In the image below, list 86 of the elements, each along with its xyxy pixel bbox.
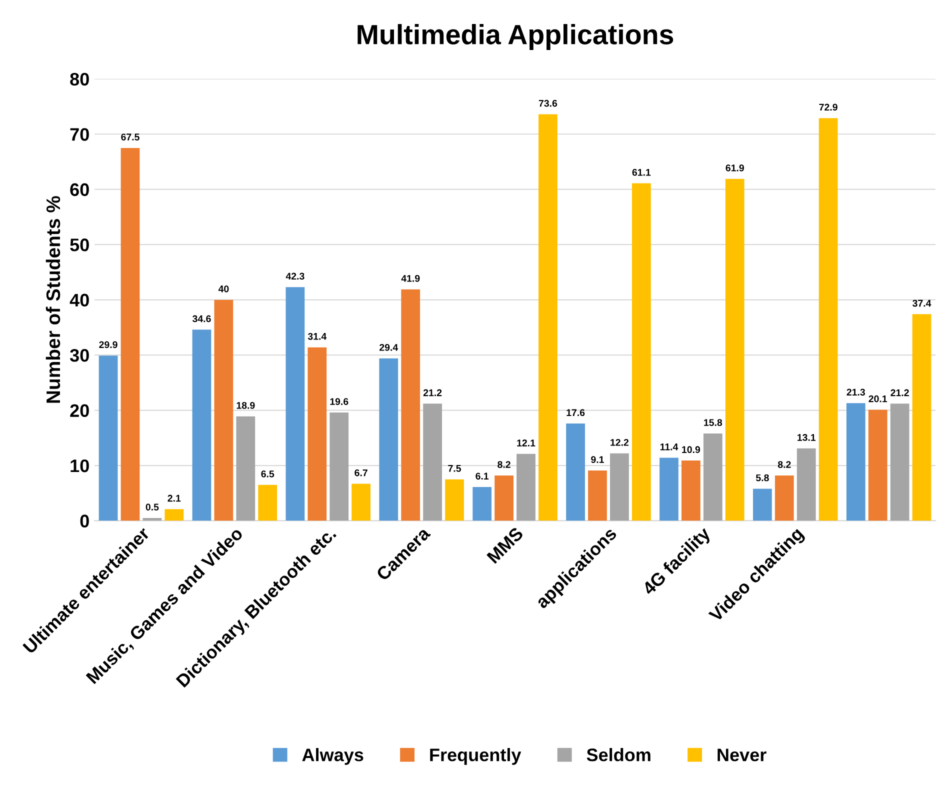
data-label: 21.2 [423,389,442,396]
bar [610,453,629,521]
bar [445,479,464,521]
data-label: 6.5 [261,470,274,478]
bar [818,118,838,521]
data-label: 67.5 [121,134,140,140]
data-label: 61.1 [632,168,651,176]
data-label: 41.9 [401,274,420,282]
data-label: 12.1 [517,440,536,446]
bar [846,403,866,521]
chart-title: Multimedia Applications [358,24,674,50]
data-label: 18.9 [236,402,255,409]
bar [214,300,234,521]
data-label: 37.4 [912,300,932,307]
bar [703,433,722,521]
legend-label: Seldom [586,748,650,762]
legend-label: Frequently [430,748,522,765]
bar [912,314,932,521]
data-label: 6.1 [476,472,489,480]
y-tick-label: 20 [70,404,89,417]
data-label: 29.9 [99,341,118,348]
y-tick-label: 30 [70,348,89,362]
data-label: 8.2 [778,461,791,468]
data-label: 42.3 [286,272,304,280]
bar [258,484,278,521]
bar [286,287,305,521]
data-label: 31.4 [308,332,327,340]
data-label: 9.1 [591,456,604,464]
bar [423,404,442,521]
bar [401,289,420,521]
y-tick-label: 80 [70,72,89,86]
bar [774,475,794,521]
bar [472,487,492,521]
bar [330,412,349,521]
data-label: 73.6 [538,100,558,107]
data-label: 0.5 [146,504,159,510]
y-tick-label: 40 [70,294,89,307]
data-label: 40 [218,285,229,292]
legend-label: Never [718,748,766,762]
y-tick-label: 70 [70,128,89,141]
data-label: 2.1 [168,494,181,502]
data-label: 21.2 [890,389,909,396]
y-tick-label: 60 [70,183,89,196]
bar [632,183,651,521]
y-tick-label: 0 [80,514,89,528]
bar [98,356,118,521]
bar [796,448,816,521]
data-label: 29.4 [380,344,398,351]
bar [566,424,585,521]
data-label: 6.7 [354,469,368,476]
bar [308,347,327,521]
y-tick-label: 10 [70,459,89,472]
bar [236,416,256,521]
bar [660,458,678,521]
data-label: 20.1 [868,395,888,402]
data-label: 10.9 [682,446,700,454]
bar [379,358,398,521]
data-label: 7.5 [448,465,462,472]
bar [352,484,371,521]
data-label: 13.1 [798,434,816,441]
data-label: 21.3 [846,388,865,396]
data-label: 12.2 [610,439,629,446]
y-axis-title: Number of Students % [46,196,60,403]
bar [120,148,140,521]
bar [868,410,888,521]
bar [494,475,514,521]
bar [538,114,558,521]
bar [164,509,184,521]
bar [890,404,910,521]
data-label: 8.2 [498,461,510,468]
y-tick-label: 50 [70,238,89,252]
data-label: 61.9 [726,164,744,172]
bar [516,454,536,521]
bar [588,470,607,521]
bar [192,330,212,521]
data-label: 5.8 [756,474,769,482]
data-label: 72.9 [819,104,838,111]
data-label: 11.4 [660,444,678,450]
bar [682,460,700,521]
data-label: 19.6 [330,398,348,406]
bar [752,488,772,521]
data-label: 34.6 [192,315,211,322]
legend-label: Always [302,748,364,765]
bar [725,178,744,521]
data-label: 15.8 [704,419,722,426]
data-label: 17.6 [566,409,585,416]
